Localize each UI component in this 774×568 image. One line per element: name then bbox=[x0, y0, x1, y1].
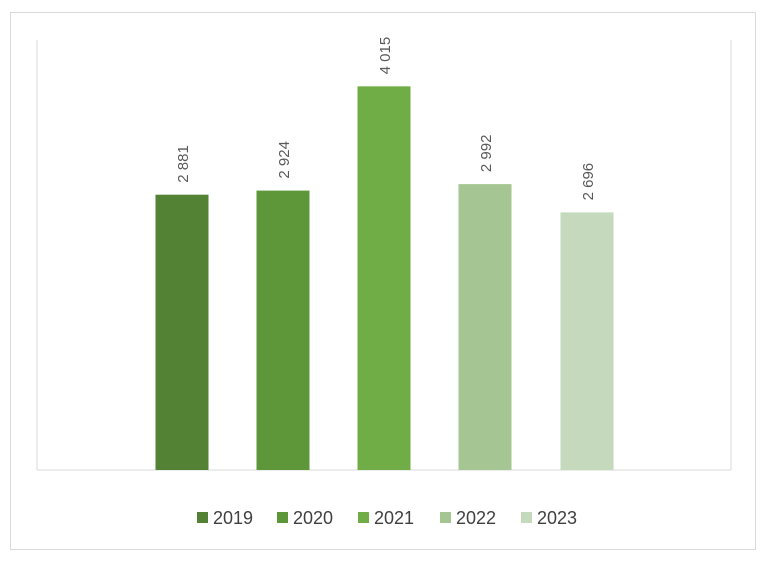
legend-swatch-2019 bbox=[197, 512, 208, 523]
bar-2021 bbox=[357, 86, 411, 470]
legend-label-2021: 2021 bbox=[374, 508, 414, 528]
bar-2019 bbox=[155, 194, 209, 470]
legend-item-2023: 2023 bbox=[521, 508, 577, 528]
legend-item-2021: 2021 bbox=[358, 508, 414, 528]
legend-swatch-2022 bbox=[440, 512, 451, 523]
bar-2023 bbox=[560, 212, 614, 471]
legend-item-2020: 2020 bbox=[277, 508, 333, 528]
data-label-2021: 4 015 bbox=[377, 37, 394, 75]
legend-label-2023: 2023 bbox=[537, 508, 577, 528]
legend-item-2022: 2022 bbox=[440, 508, 496, 528]
legend-label-2022: 2022 bbox=[456, 508, 496, 528]
data-label-2023: 2 696 bbox=[580, 163, 597, 201]
data-label-2019: 2 881 bbox=[175, 145, 192, 183]
legend: 2019 2020 2021 2022 2023 bbox=[197, 508, 577, 528]
legend-swatch-2021 bbox=[358, 512, 369, 523]
data-label-2022: 2 992 bbox=[478, 135, 495, 173]
legend-item-2019: 2019 bbox=[197, 508, 253, 528]
data-labels-group: 2 881 2 924 4 015 2 992 2 696 bbox=[175, 37, 597, 201]
bar-2020 bbox=[256, 190, 310, 470]
legend-swatch-2020 bbox=[277, 512, 288, 523]
bar-2022 bbox=[458, 184, 512, 470]
bars-group bbox=[155, 86, 614, 471]
legend-label-2020: 2020 bbox=[293, 508, 333, 528]
data-label-2020: 2 924 bbox=[276, 141, 293, 179]
legend-swatch-2023 bbox=[521, 512, 532, 523]
legend-label-2019: 2019 bbox=[213, 508, 253, 528]
